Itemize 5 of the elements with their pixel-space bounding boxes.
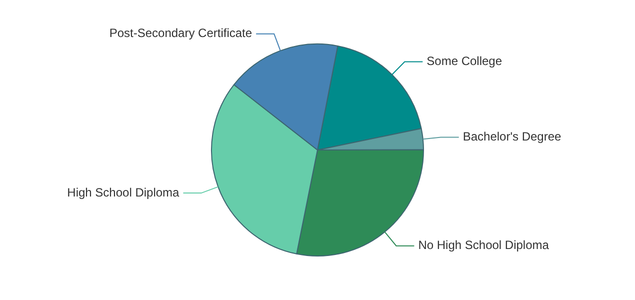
slice-label: Bachelor's Degree: [462, 130, 562, 144]
slice-label: Some College: [426, 54, 502, 68]
slice-label: No High School Diploma: [418, 238, 550, 252]
slice-label: Post-Secondary Certificate: [109, 26, 252, 40]
slice-label: High School Diploma: [67, 185, 180, 200]
